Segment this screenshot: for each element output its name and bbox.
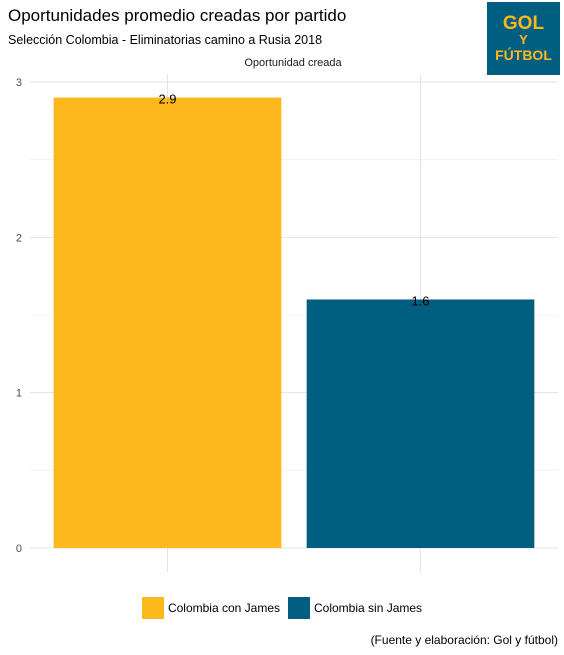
legend-label: Colombia sin James <box>314 601 423 615</box>
y-tick-label: 1 <box>16 388 22 400</box>
bar-2 <box>306 299 535 548</box>
chart-caption: (Fuente y elaboración: Gol y fútbol) <box>370 633 558 647</box>
facet-label: Oportunidad creada <box>244 57 342 69</box>
legend-item: Colombia sin James <box>288 597 422 619</box>
y-tick-label: 0 <box>16 543 22 555</box>
value-labels: 2.9 1.6 <box>158 92 429 309</box>
value-label-2: 1.6 <box>411 293 429 308</box>
y-tick-label: 3 <box>16 77 22 89</box>
logo-text-futbol: FÚTBOL <box>495 46 552 63</box>
gol-y-futbol-logo: GOL Y FÚTBOL <box>487 2 560 75</box>
chart-title: Oportunidades promedio creadas por parti… <box>8 6 347 25</box>
value-label-1: 2.9 <box>158 92 176 107</box>
legend-swatch <box>141 597 164 619</box>
legend: Colombia con James Colombia sin James <box>0 597 564 619</box>
legend-label: Colombia con James <box>167 601 280 615</box>
legend-swatch <box>288 597 310 619</box>
logo-text-gol: GOL <box>503 13 545 34</box>
bar-1 <box>53 97 282 549</box>
chart-subtitle: Selección Colombia - Eliminatorias camin… <box>8 33 323 47</box>
y-tick-label: 2 <box>16 232 22 244</box>
bar-chart: Oportunidad creada 0 1 2 3 2.9 1.6 <box>16 57 558 572</box>
logo-background <box>487 2 560 75</box>
legend-item: Colombia con James <box>141 597 280 619</box>
y-axis-ticks: 0 1 2 3 <box>16 77 22 555</box>
bars <box>53 97 535 549</box>
logo-text-y: Y <box>519 32 528 47</box>
